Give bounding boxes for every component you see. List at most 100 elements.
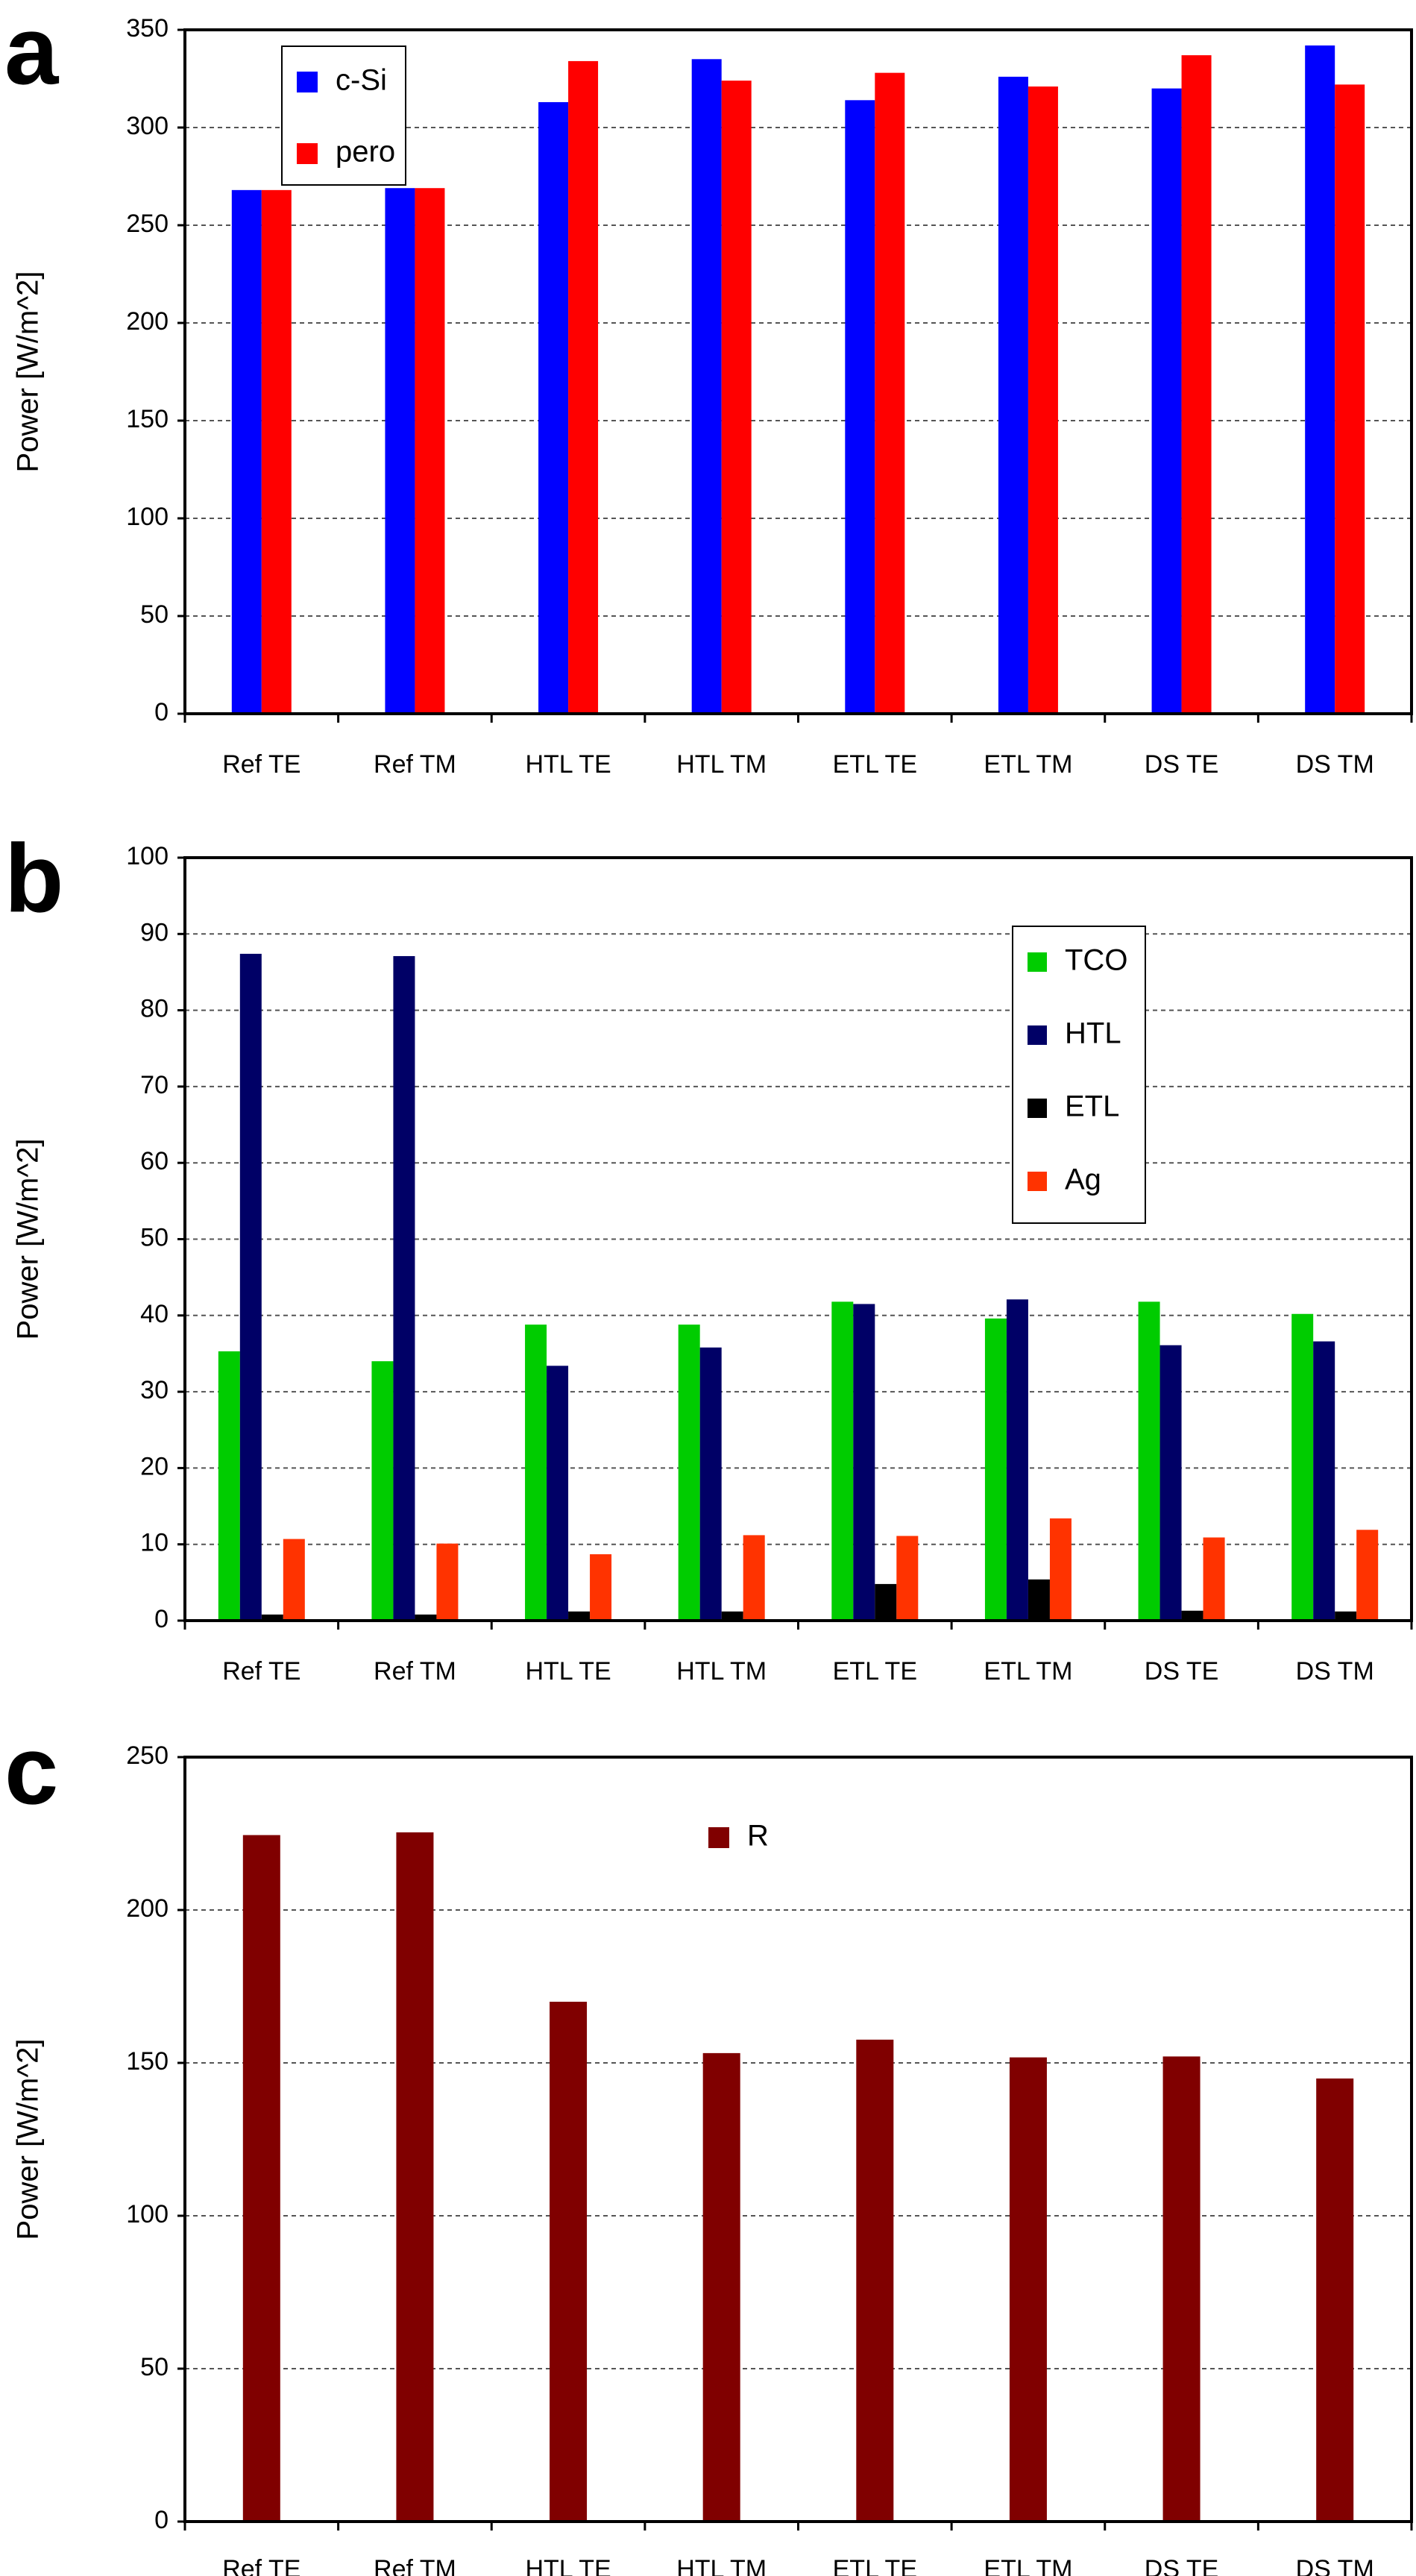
x-category-label: Ref TM: [374, 1657, 456, 1686]
panel-label: c: [4, 1715, 58, 1824]
bar-c-si-htl-te: [538, 101, 569, 714]
x-category-label: ETL TM: [984, 2555, 1072, 2576]
legend-swatch-pero: [297, 143, 318, 164]
bar-ag-htl-te: [590, 1554, 612, 1621]
bar-ag-etl-tm: [1049, 1518, 1072, 1621]
y-tick-label: 200: [126, 307, 169, 336]
y-tick-label: 30: [140, 1376, 169, 1404]
y-tick-label: 100: [126, 842, 169, 870]
legend-label-pero: pero: [336, 136, 395, 169]
bar-htl-ds-te: [1159, 1345, 1182, 1621]
bar-tco-ds-te: [1138, 1301, 1160, 1621]
y-axis-label: Power [W/m^2]: [12, 1139, 45, 1340]
x-category-label: Ref TM: [374, 2555, 456, 2576]
y-tick-label: 60: [140, 1147, 169, 1175]
y-tick-label: 20: [140, 1452, 169, 1480]
x-category-label: DS TM: [1296, 2555, 1374, 2576]
legend-swatch-c-si: [297, 72, 318, 92]
bar-c-si-etl-tm: [998, 76, 1028, 714]
bar-tco-etl-te: [831, 1301, 854, 1621]
bar-ag-etl-te: [896, 1536, 919, 1621]
legend-swatch-tco: [1028, 952, 1047, 972]
legend-swatch-r: [708, 1827, 729, 1848]
bar-ag-htl-tm: [743, 1535, 765, 1621]
bar-etl-ds-te: [1181, 1610, 1203, 1621]
bar-pero-htl-tm: [721, 81, 752, 714]
x-category-label: DS TM: [1296, 1657, 1374, 1686]
x-category-label: HTL TE: [525, 2555, 611, 2576]
bar-c-si-ref-te: [231, 189, 262, 714]
bar-c-si-ref-tm: [385, 188, 415, 714]
x-category-label: ETL TE: [833, 750, 917, 779]
bar-ag-ref-tm: [436, 1543, 459, 1621]
bar-r-ds-tm: [1316, 2078, 1354, 2522]
y-tick-label: 10: [140, 1529, 169, 1557]
legend: TCO HTL ETL Ag: [1012, 926, 1146, 1224]
y-tick-label: 70: [140, 1071, 169, 1099]
bar-tco-ds-tm: [1291, 1313, 1314, 1621]
legend-label-ag: Ag: [1065, 1163, 1101, 1196]
y-tick-label: 100: [126, 503, 169, 531]
y-axis-label: Power [W/m^2]: [12, 271, 45, 473]
bar-etl-htl-te: [568, 1611, 591, 1621]
plot-frame: [183, 856, 1413, 1622]
chart-panel-a: a 0 50 100 150 200 250 300 350 Ref TE Ref TM HTL TE…: [4, 0, 1413, 779]
bar-etl-htl-tm: [721, 1611, 743, 1621]
legend-label-tco: TCO: [1065, 944, 1127, 977]
bar-etl-etl-tm: [1028, 1579, 1050, 1621]
bar-c-si-htl-tm: [691, 59, 722, 714]
bar-c-si-ds-tm: [1305, 45, 1335, 714]
bar-c-si-etl-te: [845, 100, 875, 714]
bar-ag-ds-tm: [1356, 1530, 1379, 1621]
legend: R: [708, 1820, 769, 1853]
bar-ag-ref-te: [283, 1539, 305, 1621]
bar-tco-etl-tm: [984, 1318, 1007, 1621]
bar-pero-htl-te: [568, 60, 599, 714]
x-category-label: HTL TE: [525, 750, 611, 779]
legend-swatch-ag: [1028, 1172, 1047, 1191]
x-category-label: DS TE: [1145, 1657, 1219, 1686]
y-tick-label: 300: [126, 112, 169, 140]
plot-frame: [183, 1756, 1413, 2523]
x-category-label: Ref TM: [374, 750, 456, 779]
y-tick-label: 250: [126, 1741, 169, 1770]
bar-htl-etl-te: [853, 1304, 875, 1621]
chart-panel-b: b 0 10 20 30 40 50 60 70 80 90 100 Ref TE Ref TM HTL T…: [4, 823, 1413, 1686]
bar-r-htl-tm: [702, 2052, 740, 2522]
x-category-label: ETL TM: [984, 1657, 1072, 1686]
x-category-label: Ref TE: [222, 1657, 300, 1686]
bar-tco-ref-tm: [371, 1361, 394, 1621]
legend-swatch-etl: [1028, 1099, 1047, 1118]
bar-tco-htl-tm: [678, 1325, 700, 1621]
bar-r-htl-te: [550, 2002, 588, 2522]
bar-etl-ref-te: [261, 1614, 283, 1621]
x-category-label: HTL TM: [676, 1657, 767, 1686]
bar-tco-htl-te: [525, 1325, 547, 1621]
x-category-label: ETL TE: [833, 2555, 917, 2576]
legend-swatch-htl: [1028, 1025, 1047, 1045]
y-tick-label: 200: [126, 1894, 169, 1923]
x-category-label: Ref TE: [222, 2555, 300, 2576]
panel-label: b: [4, 823, 63, 932]
x-category-label: HTL TE: [525, 1657, 611, 1686]
y-tick-label: 50: [140, 600, 169, 629]
bar-htl-ds-tm: [1313, 1341, 1335, 1621]
bar-pero-etl-tm: [1028, 86, 1058, 714]
x-category-label: DS TM: [1296, 750, 1374, 779]
y-tick-label: 0: [154, 1605, 169, 1633]
bar-r-ref-tm: [396, 1832, 434, 2522]
bar-etl-ds-tm: [1335, 1611, 1357, 1621]
x-category-label: HTL TM: [676, 2555, 767, 2576]
legend-label-c-si: c-Si: [336, 64, 387, 97]
bar-c-si-ds-te: [1151, 88, 1182, 714]
bar-etl-etl-te: [875, 1583, 897, 1621]
bar-pero-ref-tm: [415, 188, 445, 714]
bar-htl-htl-tm: [699, 1347, 722, 1621]
legend-label-r: R: [747, 1820, 769, 1853]
bar-htl-etl-tm: [1006, 1299, 1028, 1621]
bar-r-etl-te: [856, 2039, 894, 2522]
y-tick-label: 80: [140, 995, 169, 1023]
y-tick-label: 0: [154, 2506, 169, 2534]
legend: c-Si pero: [281, 45, 406, 186]
